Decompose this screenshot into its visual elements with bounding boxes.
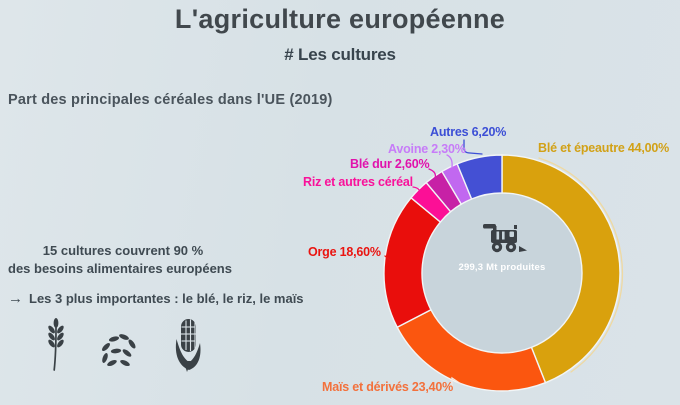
page-subtitle: # Les cultures — [284, 45, 396, 64]
slice-label-mais: Maïs et dérivés 23,40% — [322, 380, 454, 394]
fact-line-3: → Les 3 plus importantes : le blé, le ri… — [8, 290, 328, 307]
donut-slice-0[interactable] — [501, 154, 621, 384]
slice-label-ble-epeautre: Blé et épeautre 44,00% — [538, 141, 670, 155]
wheat-icon — [44, 316, 68, 372]
callout-line-autres — [463, 139, 483, 155]
fact-line-3-text: Les 3 plus importantes : le blé, le riz,… — [29, 291, 304, 306]
callout-line-ble-epeautre — [538, 157, 624, 373]
donut-center-label: 299,3 Mt produites — [458, 262, 546, 273]
combine-harvester-icon — [482, 221, 528, 258]
slice-label-riz: Riz et autres céréal — [303, 175, 413, 189]
facts-block: 15 cultures couvrent 90 % des besoins al… — [8, 243, 328, 307]
slice-label-orge: Orge 18,60% — [308, 245, 381, 259]
slice-label-ble-dur: Blé dur 2,60% — [350, 157, 430, 171]
donut-center-circle — [422, 193, 582, 353]
arrow-icon: → — [8, 290, 23, 307]
page-title: L'agriculture européenne — [174, 4, 506, 34]
slice-label-autres: Autres 6,20% — [430, 125, 507, 139]
callout-line-orge — [384, 255, 391, 261]
callout-line-mais — [451, 376, 462, 388]
callout-line-avoine — [446, 154, 453, 168]
fact-line-1: 15 cultures couvrent 90 % — [42, 243, 204, 258]
callout-line-riz — [412, 186, 421, 194]
donut-slice-6[interactable] — [456, 154, 503, 200]
rice-icon — [96, 330, 142, 372]
crop-icons-row — [44, 316, 206, 372]
fact-line-2: des besoins alimentaires européens — [8, 261, 232, 276]
slice-label-avoine: Avoine 2,30% — [388, 142, 466, 156]
section-heading: Part des principales céréales dans l'UE … — [8, 92, 333, 108]
callout-line-ble-dur — [428, 168, 437, 179]
corn-icon — [170, 316, 206, 372]
